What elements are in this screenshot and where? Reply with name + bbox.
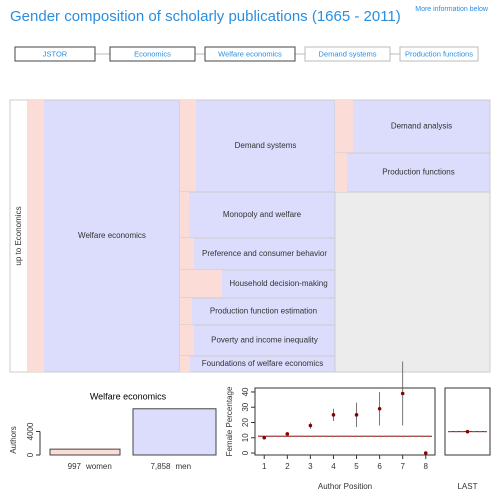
breadcrumb-label[interactable]: Production functions — [405, 49, 473, 58]
x-tick-label: 5 — [354, 462, 359, 471]
y-tick-label: 0 — [241, 450, 250, 455]
data-point — [423, 451, 428, 455]
y-axis-label: Female Percentage — [225, 386, 234, 456]
treemap-label[interactable]: Demand analysis — [391, 122, 452, 131]
bar — [132, 408, 217, 456]
breadcrumb-box[interactable] — [14, 46, 96, 62]
treemap-female-share — [28, 100, 44, 372]
treemap-female-share — [180, 192, 189, 238]
data-point — [308, 423, 313, 428]
treemap-cell[interactable] — [334, 99, 491, 154]
x-axis-label: LAST — [457, 482, 477, 491]
bar-category-label: men — [176, 462, 192, 471]
data-point — [377, 406, 382, 411]
breadcrumb-box[interactable] — [204, 46, 296, 62]
data-point — [465, 429, 470, 434]
treemap-cell[interactable] — [179, 297, 336, 326]
bar — [49, 448, 121, 456]
treemap-label[interactable]: up to Economics — [14, 206, 23, 265]
treemap-label[interactable]: Foundations of welfare economics — [202, 359, 323, 368]
treemap-label[interactable]: Production functions — [382, 168, 455, 177]
treemap-label[interactable]: Demand systems — [235, 141, 297, 150]
x-tick-label: 8 — [424, 462, 429, 471]
treemap-cell[interactable] — [179, 237, 336, 271]
treemap-female-share — [180, 298, 192, 325]
treemap-female-share — [180, 100, 196, 192]
bar-category-label: women — [85, 462, 112, 471]
treemap-female-share — [335, 100, 353, 153]
treemap-label[interactable]: Production function estimation — [210, 307, 317, 316]
bar-value-label: 997 — [68, 462, 82, 471]
treemap-cell[interactable] — [179, 191, 336, 239]
breadcrumb-label[interactable]: Welfare economics — [218, 49, 282, 58]
x-tick-label: 1 — [262, 462, 267, 471]
bar-y-label: Authors — [9, 426, 18, 454]
bar-y-tick-label: 4000 — [26, 422, 35, 440]
y-tick-label: 30 — [241, 402, 250, 411]
data-point — [331, 413, 336, 417]
y-tick-label: 10 — [241, 433, 250, 442]
treemap-cell[interactable] — [179, 99, 336, 193]
x-axis-label: Author Position — [318, 482, 372, 491]
treemap-label[interactable]: Monopoly and welfare — [223, 210, 302, 219]
y-tick-label: 20 — [241, 417, 250, 426]
treemap-female-share — [180, 325, 194, 356]
data-point — [262, 435, 267, 440]
treemap-cell[interactable] — [27, 99, 181, 373]
data-point — [400, 391, 405, 396]
position-plot-frame — [254, 387, 436, 456]
treemap-female-share — [180, 270, 222, 298]
breadcrumb-box[interactable] — [109, 46, 196, 62]
treemap-female-share — [180, 356, 190, 372]
x-tick-label: 4 — [331, 462, 336, 471]
treemap-label[interactable]: Preference and consumer behavior — [202, 249, 327, 258]
bar-title: Welfare economics — [90, 391, 167, 401]
x-tick-label: 7 — [400, 462, 405, 471]
breadcrumb-box[interactable] — [399, 46, 479, 62]
treemap-label[interactable]: Household decision-making — [229, 279, 327, 288]
bar-y-tick-label: 0 — [26, 452, 35, 457]
data-point — [354, 413, 359, 417]
y-tick-label: 40 — [241, 387, 250, 396]
bar-value-label: 7,858 — [150, 462, 171, 471]
treemap-cell[interactable] — [179, 324, 336, 357]
x-tick-label: 6 — [377, 462, 382, 471]
x-tick-label: 3 — [308, 462, 313, 471]
treemap-empty — [334, 191, 491, 373]
breadcrumb-box[interactable] — [304, 46, 391, 62]
breadcrumb-label[interactable]: Demand systems — [319, 49, 377, 58]
treemap-female-share — [180, 238, 194, 270]
data-point — [285, 432, 290, 436]
treemap-label[interactable]: Poverty and income inequality — [211, 336, 318, 345]
x-tick-label: 2 — [285, 462, 290, 471]
info-link[interactable]: More information below — [415, 6, 489, 13]
treemap-female-share — [335, 153, 347, 192]
breadcrumb-label[interactable]: JSTOR — [43, 49, 68, 58]
breadcrumb-label[interactable]: Economics — [134, 49, 171, 58]
last-plot-frame — [444, 387, 491, 456]
page-title: Gender composition of scholarly publicat… — [10, 8, 401, 25]
treemap-label[interactable]: Welfare economics — [78, 231, 146, 240]
